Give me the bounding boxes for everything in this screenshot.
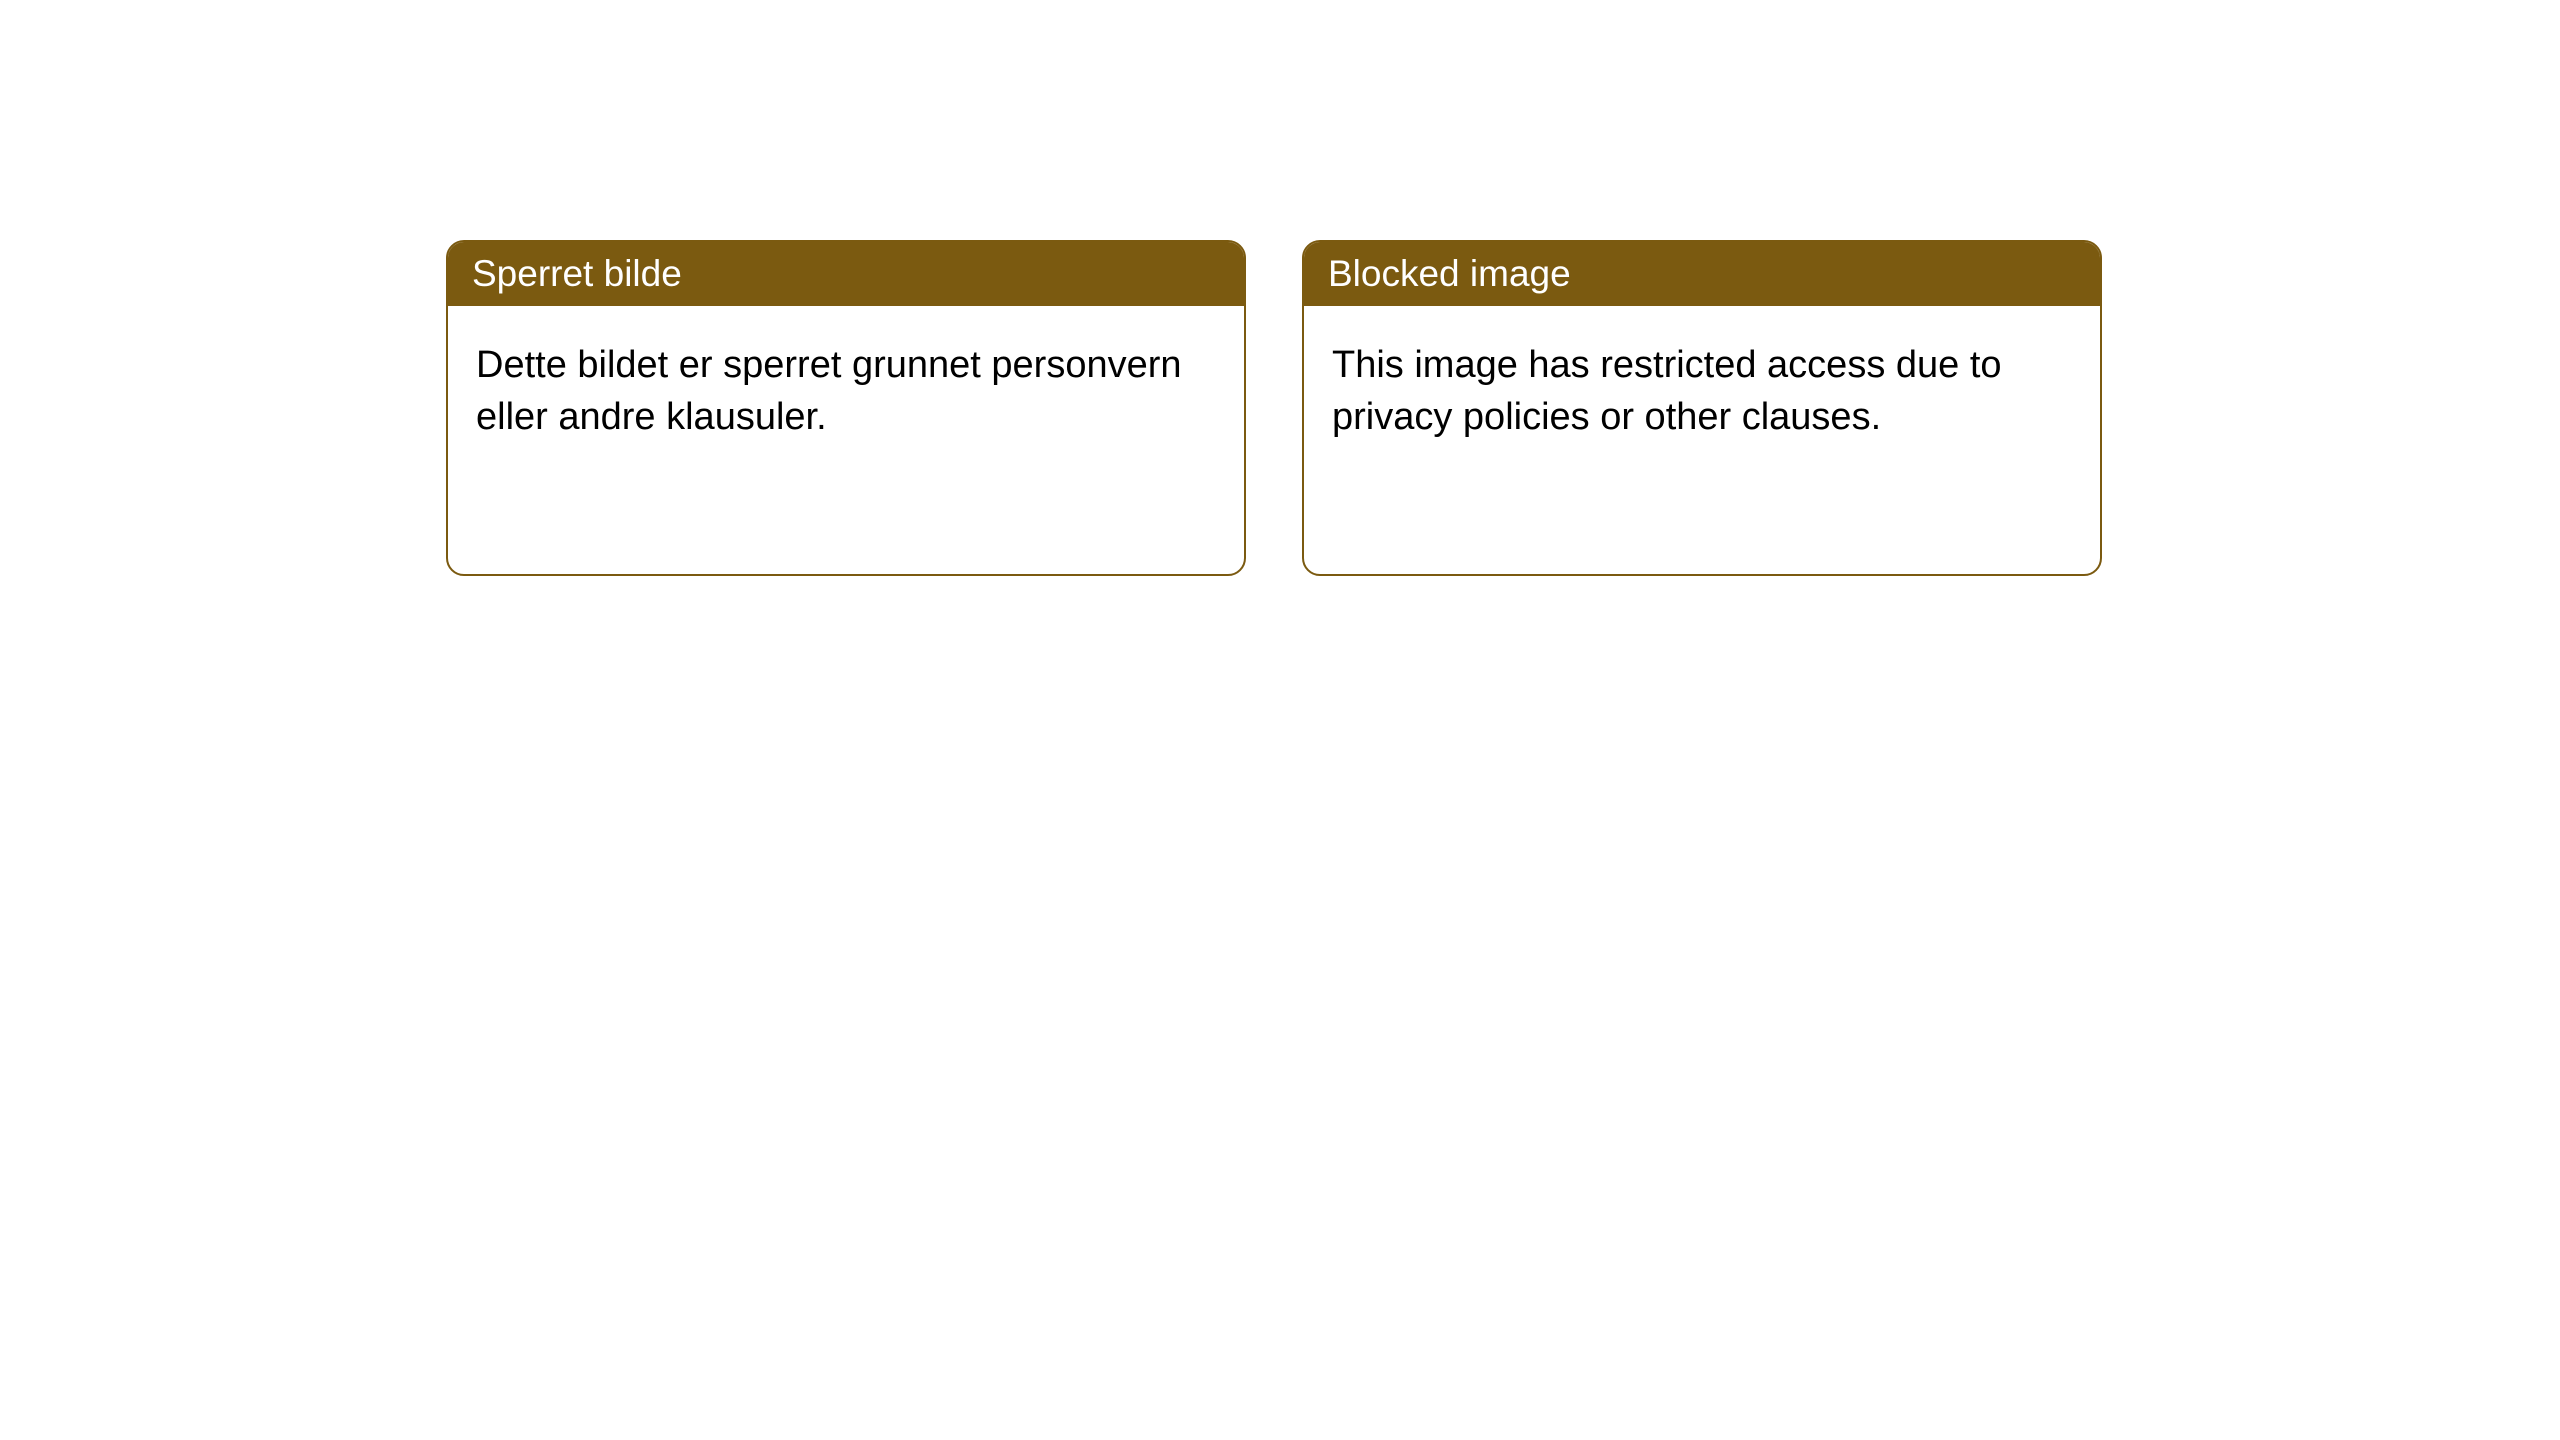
notice-card-title: Blocked image — [1304, 242, 2100, 306]
notice-card-title: Sperret bilde — [448, 242, 1244, 306]
notice-card-body: This image has restricted access due to … — [1304, 306, 2100, 477]
notice-card-body: Dette bildet er sperret grunnet personve… — [448, 306, 1244, 477]
notice-container: Sperret bilde Dette bildet er sperret gr… — [0, 0, 2560, 576]
notice-card-english: Blocked image This image has restricted … — [1302, 240, 2102, 576]
notice-card-norwegian: Sperret bilde Dette bildet er sperret gr… — [446, 240, 1246, 576]
